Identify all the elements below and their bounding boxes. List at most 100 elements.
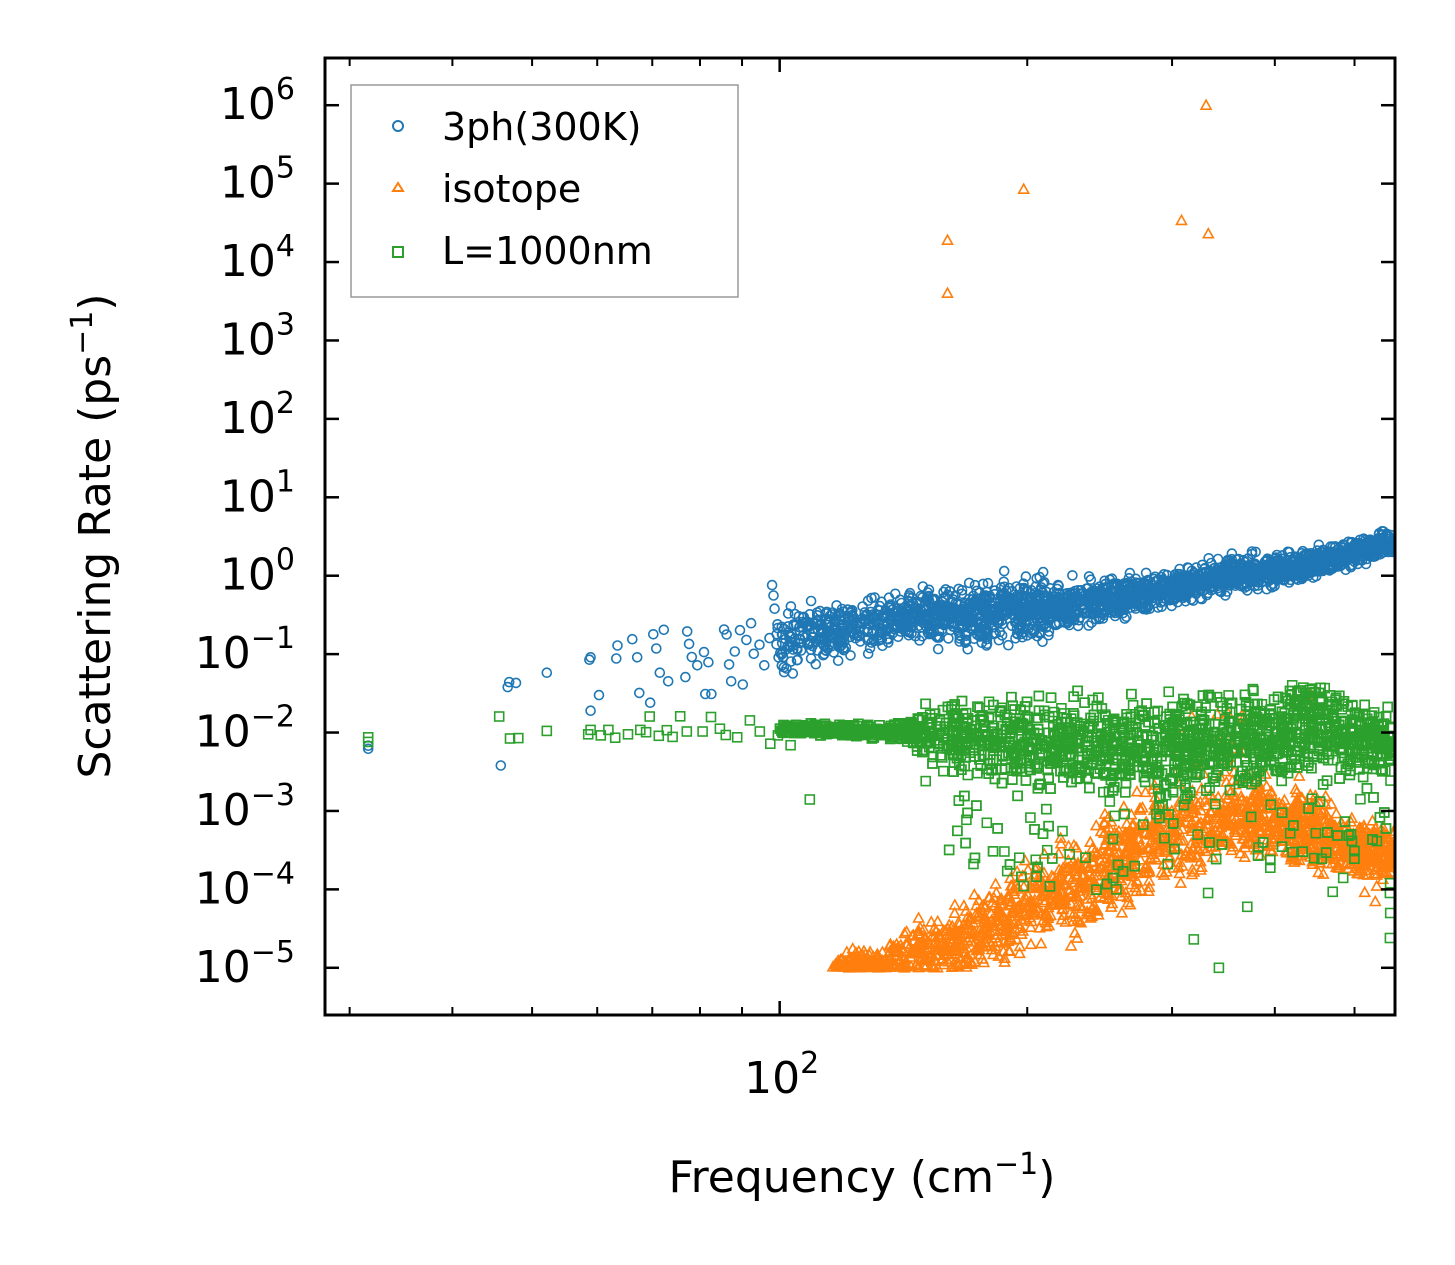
data-point-triangle: [1265, 831, 1279, 843]
data-point-triangle: [1096, 859, 1110, 871]
data-point-triangle: [941, 233, 954, 245]
data-point-triangle: [941, 286, 954, 298]
data-point-triangle: [986, 896, 999, 908]
data-point-circle: [1323, 562, 1334, 573]
data-point-circle: [910, 630, 921, 642]
data-point-triangle: [1199, 817, 1213, 829]
data-point-triangle: [1066, 914, 1080, 927]
data-point-triangle: [1285, 833, 1299, 845]
data-point-triangle: [866, 950, 880, 962]
data-point-circle: [1050, 610, 1062, 622]
data-point-circle: [1020, 571, 1032, 582]
data-point-triangle: [1042, 918, 1056, 931]
data-point-triangle: [1261, 800, 1274, 813]
data-point-circle: [1032, 630, 1043, 642]
data-point-circle: [885, 599, 897, 610]
data-point-triangle: [964, 947, 978, 960]
data-point-triangle: [1228, 803, 1241, 815]
data-point-triangle: [1108, 826, 1121, 838]
data-point-triangle: [1256, 802, 1269, 814]
data-point-triangle: [1314, 807, 1328, 820]
data-point-circle: [1049, 618, 1061, 630]
data-point-circle: [1013, 622, 1025, 634]
data-point-triangle: [880, 957, 894, 970]
data-point-triangle: [1308, 813, 1322, 826]
data-point-triangle: [1253, 795, 1267, 807]
data-point-triangle: [1212, 831, 1226, 844]
data-point-triangle: [912, 911, 925, 923]
data-point-triangle: [1025, 881, 1039, 894]
data-point-triangle: [1018, 853, 1032, 866]
data-point-circle: [610, 653, 622, 664]
data-point-circle: [1312, 559, 1324, 570]
data-point-triangle: [1076, 868, 1090, 880]
data-point-circle: [1338, 555, 1350, 566]
data-point-triangle: [1021, 863, 1035, 875]
data-point-triangle: [1015, 927, 1028, 939]
data-point-circle: [683, 638, 695, 650]
data-point-circle: [865, 606, 876, 618]
data-point-triangle: [1329, 806, 1343, 819]
data-point-triangle: [1054, 831, 1067, 843]
data-point-triangle: [992, 949, 1006, 961]
data-point-circle: [899, 601, 911, 613]
data-point-circle: [1067, 570, 1078, 581]
data-point-triangle: [931, 914, 945, 927]
data-point-triangle: [1186, 842, 1200, 855]
data-point-triangle: [1059, 861, 1073, 873]
data-point-circle: [983, 618, 995, 630]
data-point-triangle: [1299, 815, 1313, 828]
data-point-triangle: [1087, 898, 1101, 910]
data-point-circle: [787, 668, 799, 679]
data-point-circle: [1292, 574, 1304, 586]
data-point-triangle: [1123, 836, 1136, 849]
data-point-triangle: [1079, 879, 1093, 891]
data-point-triangle: [831, 957, 845, 970]
data-point-triangle: [1133, 801, 1147, 814]
data-point-triangle: [969, 898, 983, 911]
data-point-triangle: [1370, 862, 1384, 875]
data-point-triangle: [1130, 843, 1144, 855]
data-point-triangle: [1208, 794, 1222, 807]
data-point-circle: [930, 631, 942, 642]
data-point-circle: [503, 676, 515, 688]
data-point-circle: [917, 581, 929, 592]
data-point-triangle: [1354, 837, 1368, 850]
data-point-circle: [1121, 611, 1132, 623]
data-point-triangle: [1348, 854, 1362, 867]
data-point-circle: [723, 659, 735, 670]
data-point-triangle: [1139, 866, 1152, 879]
data-point-circle: [816, 633, 827, 645]
data-point-triangle: [1289, 782, 1302, 795]
data-point-triangle: [1370, 868, 1384, 880]
data-point-circle: [863, 633, 874, 644]
data-point-triangle: [1276, 818, 1290, 831]
data-point-circle: [862, 648, 874, 660]
data-point-circle: [764, 632, 775, 644]
data-point-triangle: [1085, 909, 1099, 922]
data-point-triangle: [989, 939, 1002, 952]
data-point-circle: [721, 629, 732, 640]
data-point-triangle: [946, 958, 960, 970]
data-point-triangle: [898, 926, 911, 939]
data-point-triangle: [1304, 840, 1318, 852]
data-point-circle: [802, 638, 813, 650]
data-point-circle: [658, 624, 670, 636]
data-point-circle: [502, 681, 514, 693]
data-point-circle: [910, 596, 922, 608]
data-point-circle: [1063, 605, 1074, 616]
data-point-circle: [1222, 571, 1233, 583]
data-point-circle: [877, 618, 889, 629]
data-point-triangle: [1299, 830, 1313, 842]
data-point-triangle: [846, 942, 860, 954]
data-point-triangle: [1171, 855, 1185, 868]
data-point-triangle: [1260, 779, 1273, 792]
data-point-circle: [785, 601, 797, 612]
data-point-triangle: [1244, 822, 1258, 835]
data-point-circle: [1267, 578, 1279, 590]
data-point-circle: [1294, 559, 1305, 571]
data-point-triangle: [1004, 916, 1018, 929]
data-point-circle: [1020, 603, 1031, 615]
data-point-triangle: [927, 960, 941, 973]
data-point-triangle: [1152, 845, 1166, 857]
